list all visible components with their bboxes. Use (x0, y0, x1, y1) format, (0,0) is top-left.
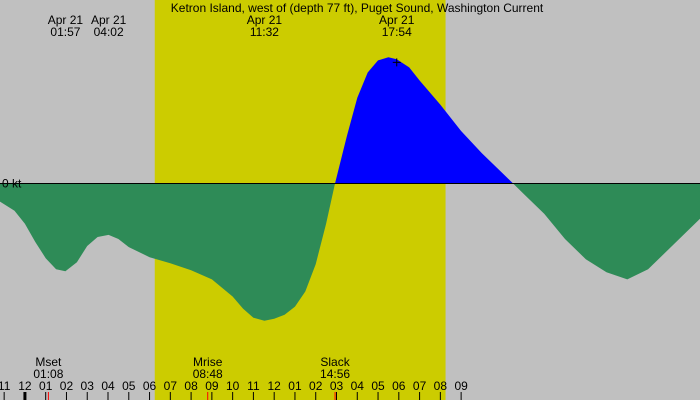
x-tick-label-19: 06 (392, 379, 406, 393)
ebb-area-0 (0, 183, 335, 321)
x-tick-label-7: 06 (143, 379, 157, 393)
x-tick-label-18: 05 (371, 379, 385, 393)
x-tick-label-8: 07 (164, 379, 178, 393)
x-tick-label-13: 12 (268, 379, 282, 393)
x-tick-label-0: 11 (0, 379, 11, 393)
x-tick-label-5: 04 (101, 379, 115, 393)
x-tick-label-3: 02 (60, 379, 74, 393)
chart-title: Ketron Island, west of (depth 77 ft), Pu… (171, 1, 544, 15)
top-event-date-1: Apr 21 (91, 13, 127, 27)
bottom-event-name-0: Mset (35, 355, 62, 369)
x-tick-label-11: 10 (226, 379, 240, 393)
x-tick-label-22: 09 (454, 379, 468, 393)
bottom-event-time-0: 01:08 (33, 367, 63, 381)
ebb-area-2 (513, 183, 700, 280)
x-tick-label-4: 03 (81, 379, 95, 393)
x-tick-label-14: 01 (288, 379, 302, 393)
x-tick-label-10: 09 (205, 379, 219, 393)
x-tick-label-1: 12 (18, 379, 32, 393)
flood-area-1 (335, 57, 514, 184)
x-tick-label-17: 04 (351, 379, 365, 393)
bottom-event-time-2: 14:56 (320, 367, 350, 381)
x-tick-label-16: 03 (330, 379, 344, 393)
bottom-event-name-2: Slack (320, 355, 350, 369)
bottom-event-time-1: 08:48 (193, 367, 223, 381)
top-event-time-1: 04:02 (94, 25, 124, 39)
top-event-time-0: 01:57 (50, 25, 80, 39)
top-event-date-3: Apr 21 (379, 13, 415, 27)
x-tick-label-12: 11 (247, 379, 260, 393)
x-tick-label-6: 05 (122, 379, 136, 393)
bottom-event-name-1: Mrise (193, 355, 223, 369)
x-tick-label-21: 08 (434, 379, 448, 393)
top-event-time-2: 11:32 (250, 25, 279, 39)
current-areas (0, 57, 700, 321)
top-event-time-3: 17:54 (382, 25, 412, 39)
x-axis: 11 12 01 02 03 04 05 06 07 08 09 10 11 12 01 02 03 04 05 06… (0, 379, 468, 400)
top-event-date-0: Apr 21 (48, 13, 84, 27)
x-tick-label-2: 01 (39, 379, 53, 393)
x-tick-label-20: 07 (413, 379, 427, 393)
x-tick-label-15: 02 (309, 379, 323, 393)
max-marker (392, 58, 401, 67)
zero-kt-label: 0 kt (2, 176, 22, 190)
top-event-date-2: Apr 21 (247, 13, 283, 27)
x-tick-label-9: 08 (184, 379, 198, 393)
